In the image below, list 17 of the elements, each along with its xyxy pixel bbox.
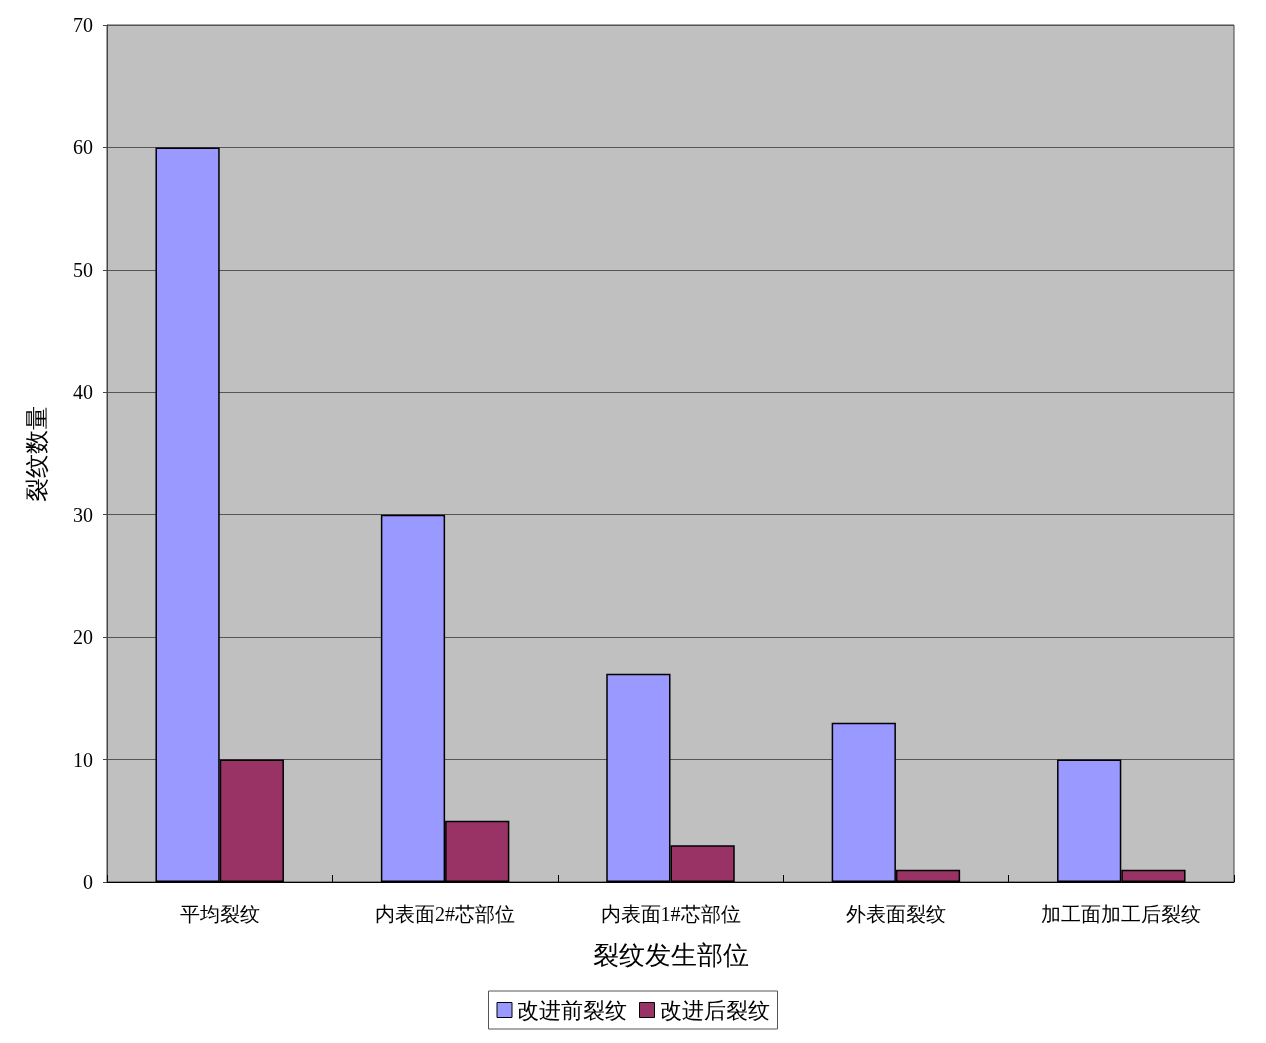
y-tick-label: 40 <box>73 381 93 404</box>
x-tick-label: 平均裂纹 <box>179 903 260 925</box>
y-tick-label: 30 <box>73 503 93 526</box>
legend-label: 改进后裂纹 <box>659 997 770 1023</box>
x-tick-label: 外表面裂纹 <box>845 903 946 925</box>
legend-label: 改进前裂纹 <box>517 997 627 1023</box>
y-tick-label: 70 <box>73 14 93 36</box>
y-tick-label: 0 <box>83 871 93 893</box>
x-axis-title: 裂纹发生部位 <box>592 940 749 970</box>
y-tick-label: 60 <box>73 136 93 159</box>
y-tick-label: 20 <box>73 626 93 649</box>
x-tick-label: 加工面加工后裂纹 <box>1041 903 1202 925</box>
y-tick-label: 10 <box>73 748 93 771</box>
y-axis-title: 裂纹数量 <box>24 405 50 502</box>
x-tick-label: 内表面1#芯部位 <box>600 903 741 925</box>
x-tick-label: 内表面2#芯部位 <box>375 903 516 925</box>
y-tick-label: 50 <box>73 258 93 281</box>
